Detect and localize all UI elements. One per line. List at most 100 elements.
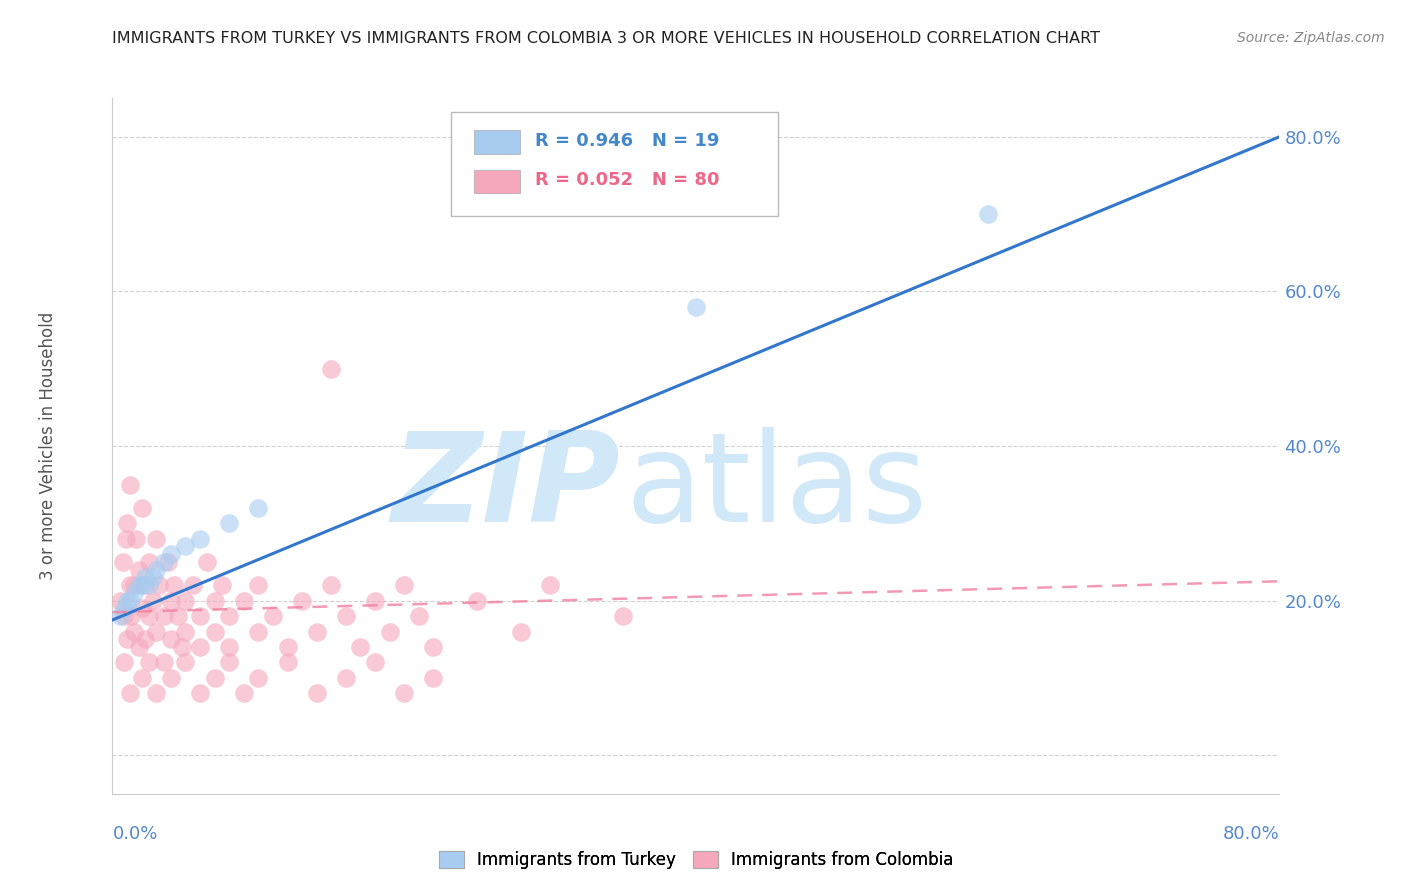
FancyBboxPatch shape (474, 130, 520, 153)
Point (145, 532, 167, 546)
Point (174, 540, 197, 554)
Point (349, 640, 371, 654)
Point (124, 578, 146, 592)
Point (276, 640, 298, 654)
Point (134, 578, 156, 592)
Point (111, 555, 134, 569)
Point (163, 578, 186, 592)
Point (188, 609, 211, 624)
Point (156, 555, 179, 569)
Point (174, 624, 197, 639)
Point (108, 609, 131, 624)
Point (211, 578, 233, 592)
Point (976, 207, 998, 221)
Point (218, 516, 240, 531)
FancyBboxPatch shape (474, 169, 520, 194)
Point (188, 686, 211, 700)
Text: 0.0%: 0.0% (112, 825, 157, 843)
Text: R = 0.946   N = 19: R = 0.946 N = 19 (534, 131, 720, 150)
Text: IMMIGRANTS FROM TURKEY VS IMMIGRANTS FROM COLOMBIA 3 OR MORE VEHICLES IN HOUSEHO: IMMIGRANTS FROM TURKEY VS IMMIGRANTS FRO… (112, 31, 1101, 46)
Point (321, 361, 343, 376)
Point (188, 532, 211, 546)
Point (125, 532, 148, 546)
Point (160, 593, 183, 607)
Point (218, 640, 240, 654)
Point (321, 578, 343, 592)
Point (181, 578, 204, 592)
Point (142, 593, 165, 607)
Point (612, 609, 634, 624)
Point (218, 609, 240, 624)
Point (131, 578, 153, 592)
Point (118, 477, 141, 491)
Point (378, 624, 401, 639)
Point (128, 578, 150, 592)
FancyBboxPatch shape (451, 112, 778, 217)
Text: Source: ZipAtlas.com: Source: ZipAtlas.com (1237, 31, 1385, 45)
Point (392, 686, 416, 700)
Point (112, 656, 135, 670)
Point (465, 593, 488, 607)
Point (160, 547, 183, 561)
Text: 80.0%: 80.0% (1223, 825, 1279, 843)
Point (247, 624, 270, 639)
Point (118, 593, 141, 607)
Point (145, 624, 167, 639)
Point (335, 671, 357, 685)
Point (138, 578, 160, 592)
Point (195, 555, 218, 569)
Point (145, 686, 167, 700)
Point (538, 578, 561, 592)
Point (112, 609, 135, 624)
Point (685, 300, 707, 314)
Point (148, 578, 170, 592)
Point (114, 532, 136, 546)
Point (422, 640, 444, 654)
Point (160, 671, 183, 685)
Point (305, 624, 328, 639)
Point (128, 563, 150, 577)
Point (115, 516, 138, 531)
Text: ZIP: ZIP (391, 427, 620, 549)
Point (138, 555, 160, 569)
Point (188, 640, 211, 654)
Point (262, 609, 284, 624)
Text: atlas: atlas (626, 427, 928, 549)
Point (134, 570, 156, 584)
Point (305, 686, 328, 700)
Point (247, 671, 270, 685)
Point (422, 671, 444, 685)
Point (204, 624, 226, 639)
Point (291, 593, 314, 607)
Point (247, 500, 270, 515)
Point (108, 593, 131, 607)
Legend: Immigrants from Turkey, Immigrants from Colombia: Immigrants from Turkey, Immigrants from … (432, 845, 960, 876)
Point (131, 500, 153, 515)
Point (142, 570, 165, 584)
Point (124, 624, 146, 639)
Point (131, 671, 153, 685)
Point (160, 632, 183, 647)
Point (115, 593, 138, 607)
Point (276, 656, 298, 670)
Point (218, 656, 240, 670)
Point (364, 593, 387, 607)
Point (392, 578, 416, 592)
Point (232, 686, 254, 700)
Point (247, 578, 270, 592)
Text: 3 or more Vehicles in Household: 3 or more Vehicles in Household (39, 312, 58, 580)
Point (134, 632, 156, 647)
Point (167, 609, 190, 624)
Point (335, 609, 357, 624)
Text: R = 0.052   N = 80: R = 0.052 N = 80 (534, 171, 720, 189)
Point (408, 609, 430, 624)
Point (172, 640, 194, 654)
Point (138, 656, 160, 670)
Point (128, 640, 150, 654)
Point (174, 656, 197, 670)
Point (152, 609, 174, 624)
Point (115, 632, 138, 647)
Point (138, 609, 160, 624)
Point (174, 593, 197, 607)
Point (232, 593, 254, 607)
